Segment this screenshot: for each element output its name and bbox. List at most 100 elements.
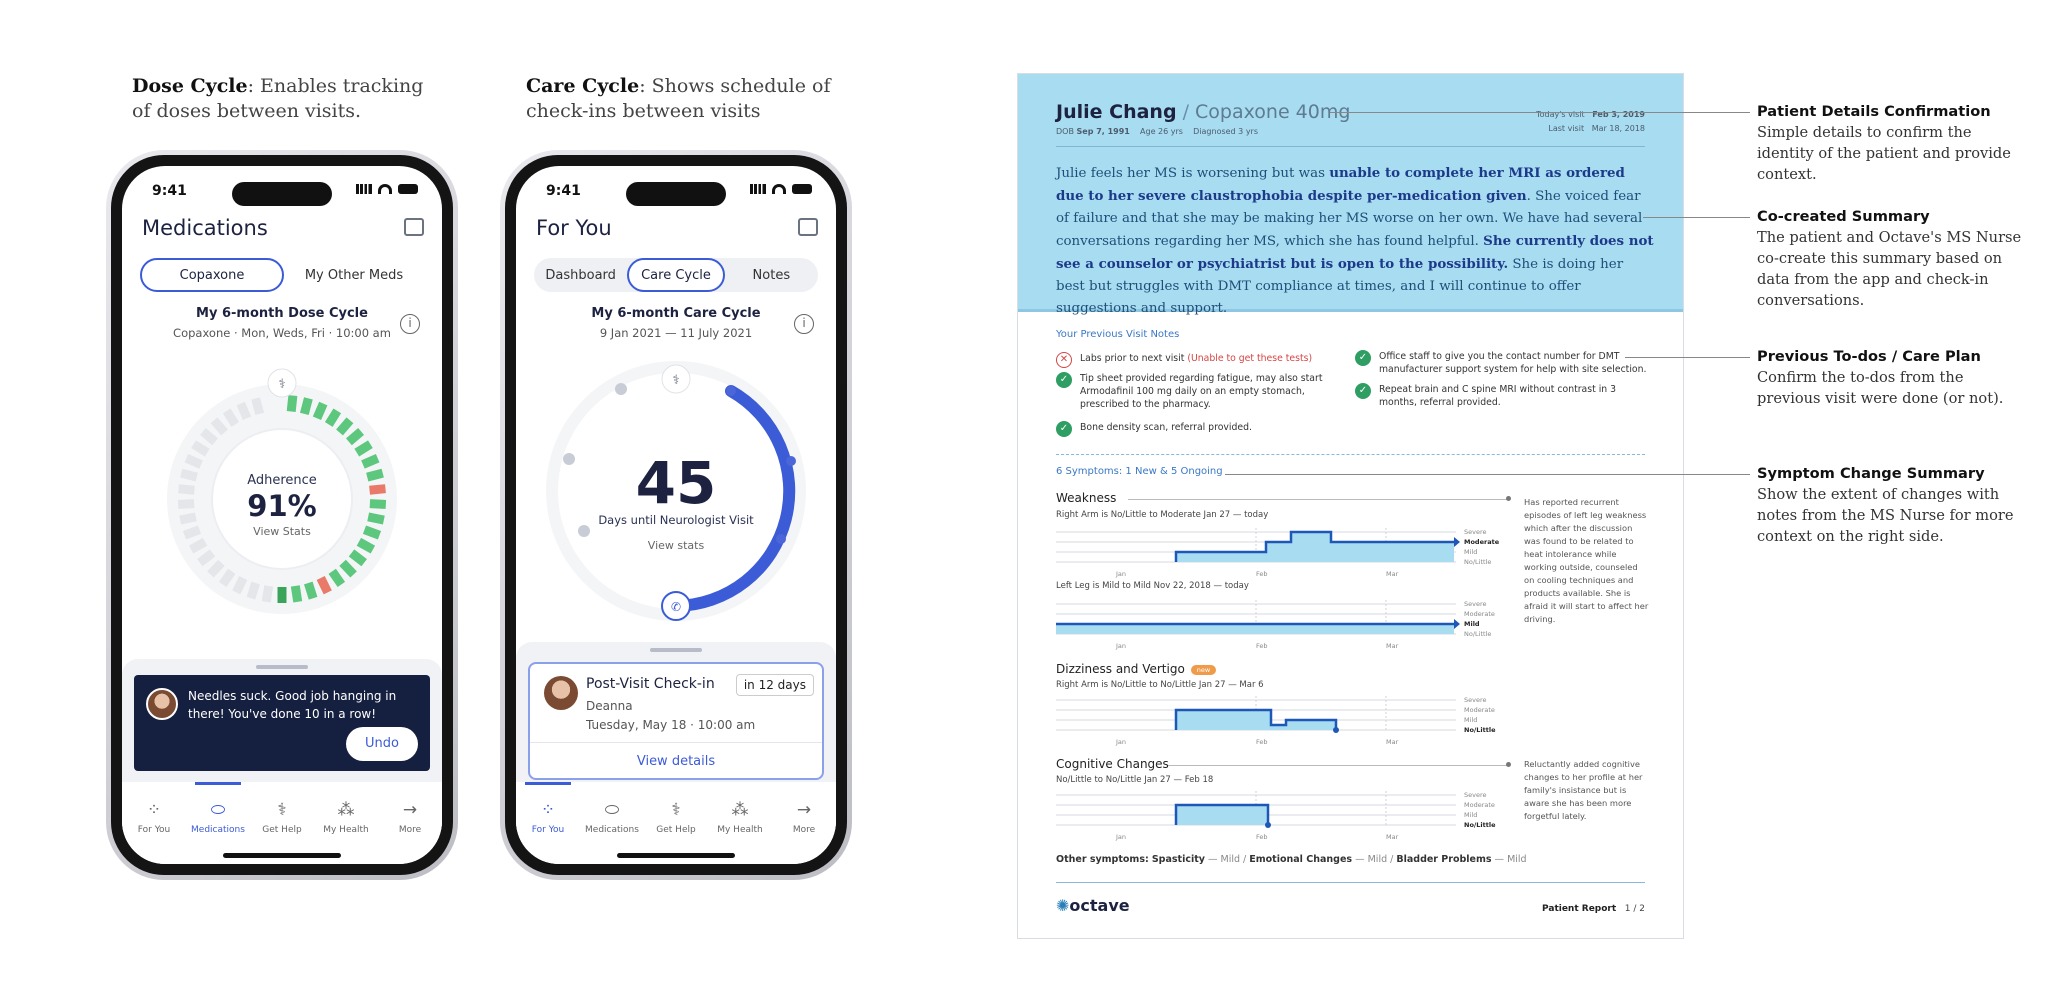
annotation-line [1643, 217, 1750, 218]
days-count: 45 [636, 449, 717, 517]
other-symptoms: Other symptoms: Spasticity — Mild / Emot… [1056, 854, 1527, 865]
svg-text:Mar: Mar [1386, 642, 1399, 650]
info-icon[interactable]: i [400, 314, 420, 334]
status-icons [750, 184, 812, 194]
svg-text:Severe: Severe [1464, 528, 1487, 536]
wifi-icon [378, 184, 392, 194]
for-you-tabs: Dashboard Care Cycle Notes [534, 258, 818, 292]
nav-medications[interactable]: ⬭ Medications [187, 782, 249, 864]
battery-icon [398, 184, 418, 194]
annotation-line [1625, 357, 1750, 358]
status-time: 9:41 [546, 183, 581, 199]
nav-my-health[interactable]: ⁂ My Health [323, 800, 369, 835]
signal-icon [750, 184, 766, 194]
dose-tick [207, 559, 225, 578]
dose-tick [261, 585, 274, 603]
dose-tick [316, 576, 332, 595]
dose-tick [182, 525, 202, 540]
check-icon: ✓ [1355, 350, 1371, 366]
tab-bar: ⁘ For You ⬭ Medications ⚕ Get Help ⁂ My Heal… [122, 782, 442, 864]
undo-button[interactable]: Undo [346, 727, 418, 761]
dose-tick [188, 537, 208, 554]
wifi-icon [772, 184, 786, 194]
dose-tick [345, 428, 365, 446]
info-icon[interactable]: i [794, 314, 814, 334]
tab-other-meds[interactable]: My Other Meds [304, 267, 404, 283]
patient-meta: DOB Sep 7, 1991 Age 26 yrs Diagnosed 3 y… [1056, 127, 1259, 136]
bottom-sheet: Needles suck. Good job hanging in there!… [122, 659, 442, 864]
medications-phone: 9:41 Medications Copaxone My Other Meds … [106, 150, 458, 880]
nav-my-health[interactable]: ⁂ My Health [717, 800, 763, 835]
dose-tick [369, 499, 387, 509]
dose-tick [324, 408, 342, 427]
check-in-card[interactable]: Post-Visit Check-in in 12 days Deanna Tu… [528, 662, 824, 780]
health-icon: ⁂ [337, 800, 355, 820]
dose-tick [191, 440, 210, 457]
nav-for-you[interactable]: ⁘ For You [517, 782, 579, 864]
todo-item: ✓ Tip sheet provided regarding fatigue, m… [1056, 372, 1326, 411]
nav-get-help[interactable]: ⚕ Get Help [262, 800, 302, 835]
tab-copaxone[interactable]: Copaxone [140, 258, 284, 292]
svg-text:Mar: Mar [1386, 833, 1399, 841]
view-stats-link[interactable]: View Stats [253, 525, 311, 538]
svg-text:Mar: Mar [1386, 570, 1399, 578]
tab-dashboard[interactable]: Dashboard [545, 267, 616, 283]
cycle-subtitle: Copaxone · Mon, Weds, Fri · 10:00 am [173, 326, 391, 340]
dose-tick [336, 417, 354, 436]
med-tabs: Copaxone My Other Meds [140, 258, 424, 292]
avatar [146, 688, 178, 720]
nav-for-you[interactable]: ⁘ For You [137, 800, 171, 835]
nav-more[interactable]: → More [792, 800, 816, 835]
dose-tick [312, 401, 328, 421]
dose-tick [362, 525, 382, 540]
svg-text:No/Little: No/Little [1464, 558, 1491, 566]
co-created-summary: Julie feels her MS is worsening but was … [1056, 165, 1654, 316]
view-stats-link[interactable]: View stats [648, 539, 705, 552]
annotation-patient-details: Patient Details Confirmation Simple detai… [1757, 103, 2011, 183]
pill-icon: ⬭ [210, 800, 226, 820]
dose-ticks [177, 395, 387, 603]
card-title: Post-Visit Check-in [586, 676, 715, 692]
symptom-title: Weakness [1056, 491, 1117, 505]
phone-icon: ✆ [671, 600, 681, 614]
svg-text:Moderate: Moderate [1464, 706, 1495, 714]
dose-cycle-caption: Dose Cycle: Enables tracking of doses be… [132, 75, 424, 122]
svg-text:Severe: Severe [1464, 791, 1487, 799]
symptom-chart: Severe Moderate Mild No/Little Jan Feb Mar [1056, 791, 1496, 841]
dose-tick [299, 397, 313, 416]
svg-text:No/Little: No/Little [1464, 630, 1491, 638]
bottom-sheet: Post-Visit Check-in in 12 days Deanna Tu… [516, 642, 836, 864]
chat-icon[interactable] [798, 218, 818, 236]
tab-bar: ⁘ For You ⬭ Medications ⚕ Get Help ⁂ My Heal… [516, 782, 836, 864]
pill-icon: ⬭ [604, 800, 620, 820]
svg-text:Feb: Feb [1256, 642, 1268, 650]
nav-more[interactable]: → More [398, 800, 422, 835]
sheet-handle[interactable] [256, 665, 308, 669]
care-dial: ⚕ ✆ 45 Days until Neurologist Visit View… [546, 361, 806, 621]
symptom-chart: Severe Moderate Mild No/Little Jan Feb Mar [1056, 528, 1500, 578]
toast-text: Needles suck. Good job hanging in there!… [188, 689, 397, 721]
tab-care-cycle[interactable]: Care Cycle [627, 258, 725, 292]
report-header: Julie Chang / Copaxone 40mg DOB Sep 7, 1… [1018, 74, 1683, 316]
annotation-todos: Previous To-dos / Care Plan Confirm the t… [1757, 348, 2004, 407]
nav-get-help[interactable]: ⚕ Get Help [656, 800, 696, 835]
battery-icon [792, 184, 812, 194]
cycle-title: My 6-month Care Cycle [591, 306, 761, 321]
sheet-handle[interactable] [650, 648, 702, 652]
tab-notes[interactable]: Notes [752, 267, 791, 283]
nurse-note: Has reported recurrent episodes of left … [1524, 497, 1649, 624]
symptom-sub: Right Arm is No/Little to No/Little Jan … [1056, 680, 1264, 690]
nav-medications[interactable]: ⬭ Medications [585, 800, 639, 835]
svg-text:Feb: Feb [1256, 570, 1268, 578]
chat-icon[interactable] [404, 218, 424, 236]
svg-text:Jan: Jan [1115, 570, 1126, 578]
symptom-chart: Severe Moderate Mild No/Little Jan Feb Mar [1056, 696, 1496, 746]
patient-name: Julie Chang / Copaxone 40mg [1056, 101, 1351, 123]
status-icons [356, 184, 418, 194]
stethoscope-icon: ⚕ [671, 800, 681, 820]
page-title: For You [536, 216, 612, 240]
stethoscope-icon: ⚕ [278, 377, 285, 392]
svg-text:Moderate: Moderate [1464, 610, 1495, 618]
view-details-link[interactable]: View details [636, 754, 716, 769]
for-you-icon: ⁘ [540, 800, 556, 820]
